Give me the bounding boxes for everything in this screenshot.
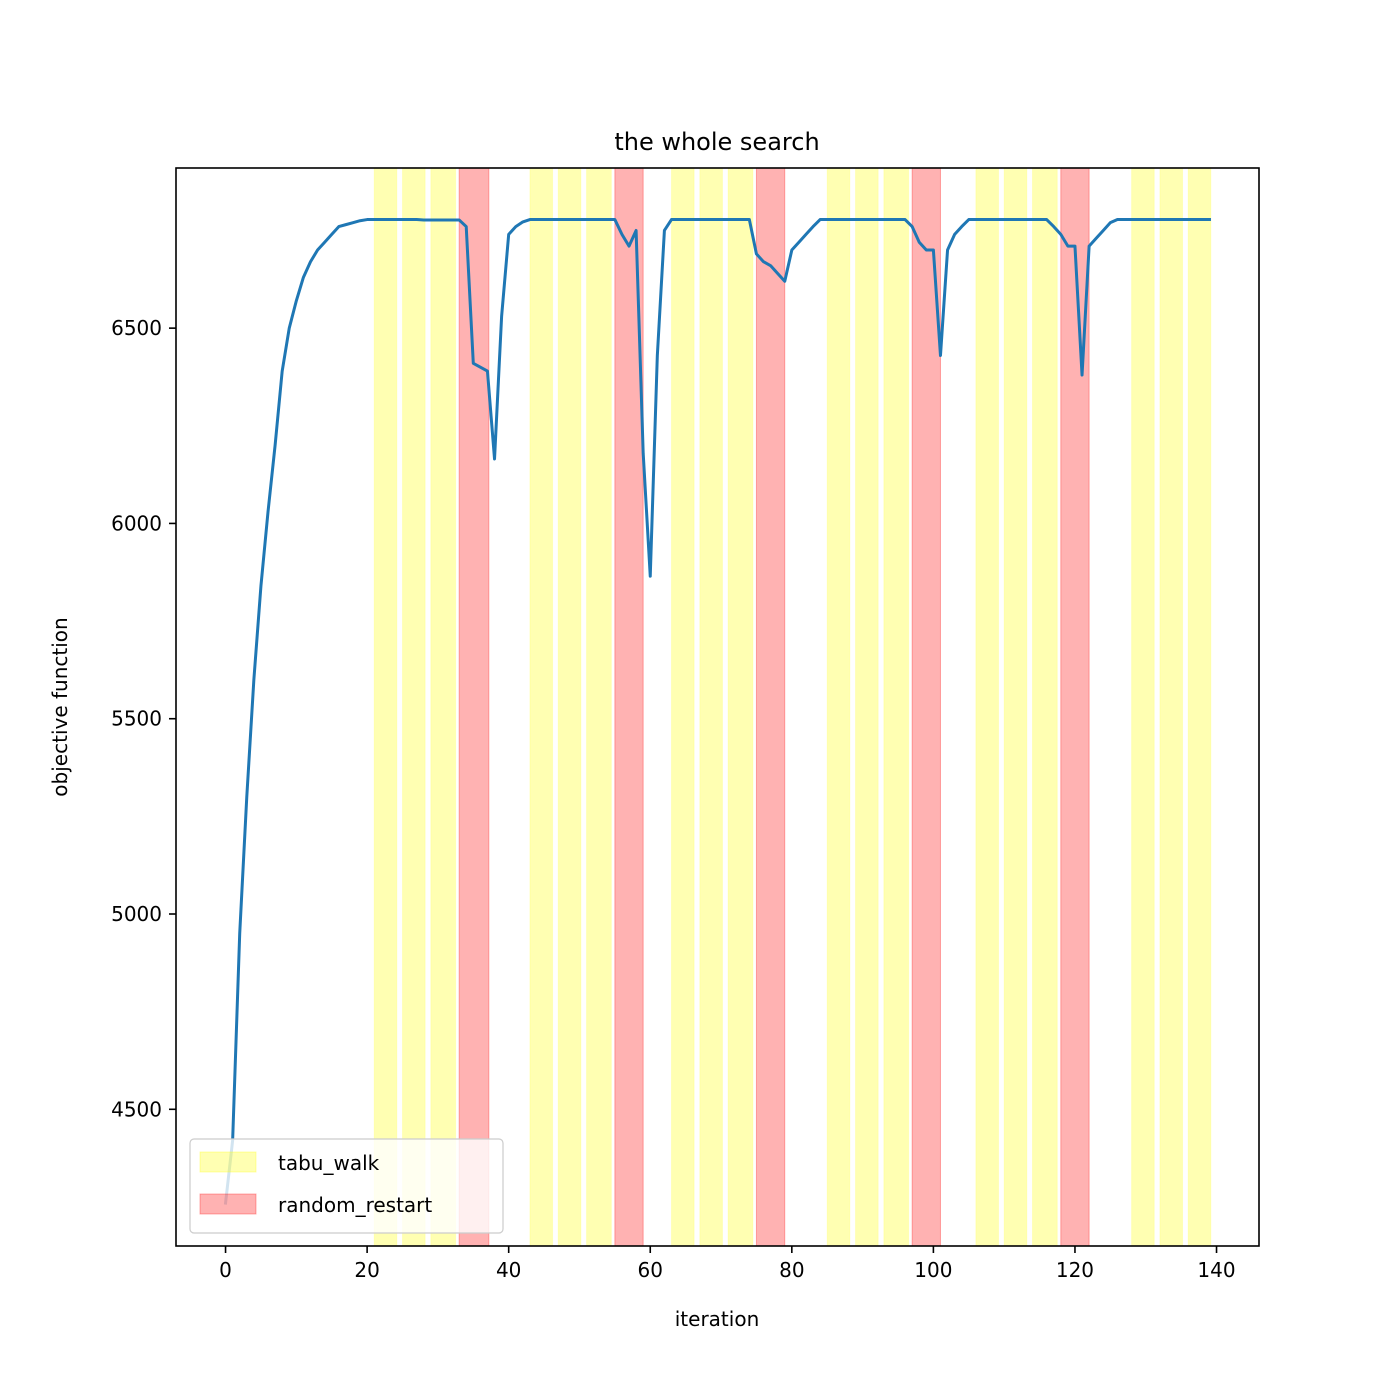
x-tick-label: 60 (638, 1258, 663, 1282)
tabu-walk-band (373, 167, 398, 1247)
chart-title: the whole search (614, 128, 819, 156)
bands-layer (373, 167, 1212, 1247)
y-tick-label: 5000 (111, 902, 162, 926)
y-axis: 4500 5000 5500 6000 6500 (111, 316, 176, 1121)
tabu-walk-band (1031, 167, 1058, 1247)
tabu-walk-band (529, 167, 554, 1247)
random-restart-band (755, 167, 786, 1247)
x-tick-label: 100 (914, 1258, 952, 1282)
tabu-walk-band (727, 167, 754, 1247)
x-tick-label: 40 (496, 1258, 521, 1282)
tabu-walk-band (826, 167, 851, 1247)
legend-label-tabu-walk: tabu_walk (278, 1151, 380, 1175)
random-restart-band (911, 167, 941, 1247)
y-tick-label: 6500 (111, 316, 162, 340)
tabu-walk-band (855, 167, 879, 1247)
tabu-walk-band (430, 167, 457, 1247)
tabu-walk-band (1187, 167, 1212, 1247)
legend-swatch-tabu-walk (199, 1151, 257, 1173)
y-axis-label: objective function (48, 617, 72, 796)
x-tick-label: 80 (779, 1258, 804, 1282)
tabu-walk-band (975, 167, 1000, 1247)
x-tick-label: 0 (219, 1258, 232, 1282)
objective-series-line (223, 218, 1211, 1205)
tabu-walk-band (1159, 167, 1184, 1247)
tabu-walk-band (670, 167, 695, 1247)
tabu-walk-band (883, 167, 910, 1247)
tabu-walk-band (699, 167, 723, 1247)
plot-frame (175, 167, 1260, 1247)
legend-box (189, 1138, 504, 1234)
x-tick-label: 20 (354, 1258, 379, 1282)
tabu-walk-band (557, 167, 582, 1247)
line-layer (223, 218, 1211, 1205)
x-axis: 0 20 40 60 80 100 120 140 (219, 1246, 1236, 1282)
random-restart-band (458, 167, 490, 1247)
x-tick-label: 140 (1197, 1258, 1235, 1282)
legend: tabu_walk random_restart (189, 1138, 504, 1234)
y-tick-label: 5500 (111, 707, 162, 731)
tabu-walk-band (586, 167, 612, 1247)
x-axis-label: iteration (675, 1307, 760, 1331)
y-tick-label: 4500 (111, 1097, 162, 1121)
x-tick-label: 120 (1056, 1258, 1094, 1282)
tabu-walk-band (1131, 167, 1155, 1247)
tabu-walk-band (1003, 167, 1028, 1247)
legend-swatch-random-restart (199, 1193, 257, 1215)
y-tick-label: 6000 (111, 511, 162, 535)
tabu-walk-band (402, 167, 426, 1247)
legend-label-random-restart: random_restart (278, 1193, 432, 1217)
